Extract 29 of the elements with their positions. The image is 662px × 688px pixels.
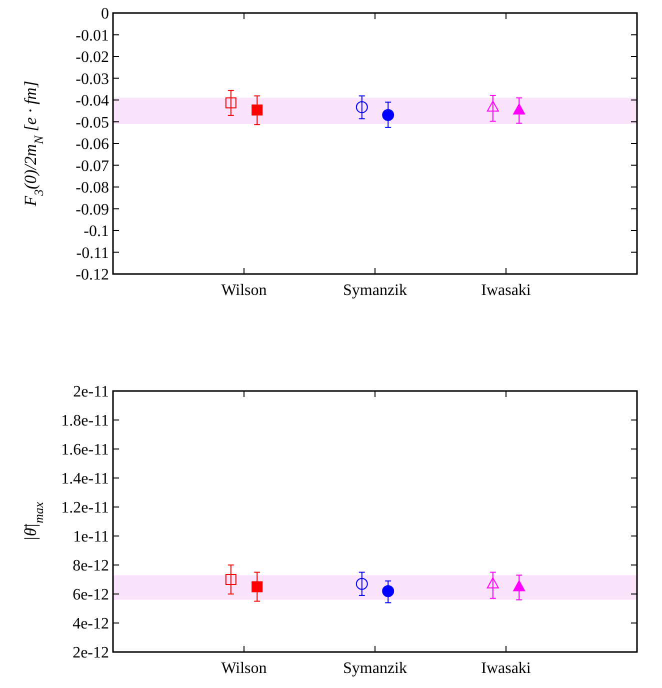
y-tick-label: 2e-12 <box>72 644 109 662</box>
y-tick-label: 2e-11 <box>73 384 109 401</box>
y-tick-label: 4e-12 <box>72 616 109 633</box>
y-tick-label: -0.03 <box>76 70 109 88</box>
x-tick-label: Wilson <box>221 282 267 299</box>
y-tick-label: -0.02 <box>76 49 109 66</box>
y-tick-label: -0.08 <box>76 180 109 197</box>
y-tick-label: 6e-12 <box>72 586 109 604</box>
y-tick-label: -0.12 <box>76 266 109 284</box>
y-tick-label: -0.07 <box>76 158 109 175</box>
y-tick-label: -0.1 <box>84 223 109 240</box>
y-tick-label: 1e-11 <box>73 528 109 546</box>
x-tick-label: Symanzik <box>343 282 407 299</box>
y-tick-label: 8e-12 <box>72 558 109 575</box>
y-tick-label: -0.06 <box>76 136 109 154</box>
y-tick-label: -0.01 <box>76 27 109 44</box>
x-tick-label: Wilson <box>221 660 267 677</box>
x-tick-label: Symanzik <box>343 660 407 677</box>
y-tick-label: 1.8e-11 <box>61 412 109 430</box>
y-tick-label: 1.4e-11 <box>61 470 109 488</box>
y-tick-label: -0.04 <box>76 92 109 110</box>
y-tick-label: 0 <box>101 6 109 23</box>
y-tick-label: -0.09 <box>76 201 109 218</box>
x-tick-label: Iwasaki <box>481 282 532 299</box>
y-tick-label: -0.11 <box>76 244 109 262</box>
y-tick-label: 1.2e-11 <box>61 500 109 517</box>
y-tick-label: -0.05 <box>76 114 109 132</box>
y-tick-label: 1.6e-11 <box>61 442 109 459</box>
x-tick-label: Iwasaki <box>481 660 532 677</box>
